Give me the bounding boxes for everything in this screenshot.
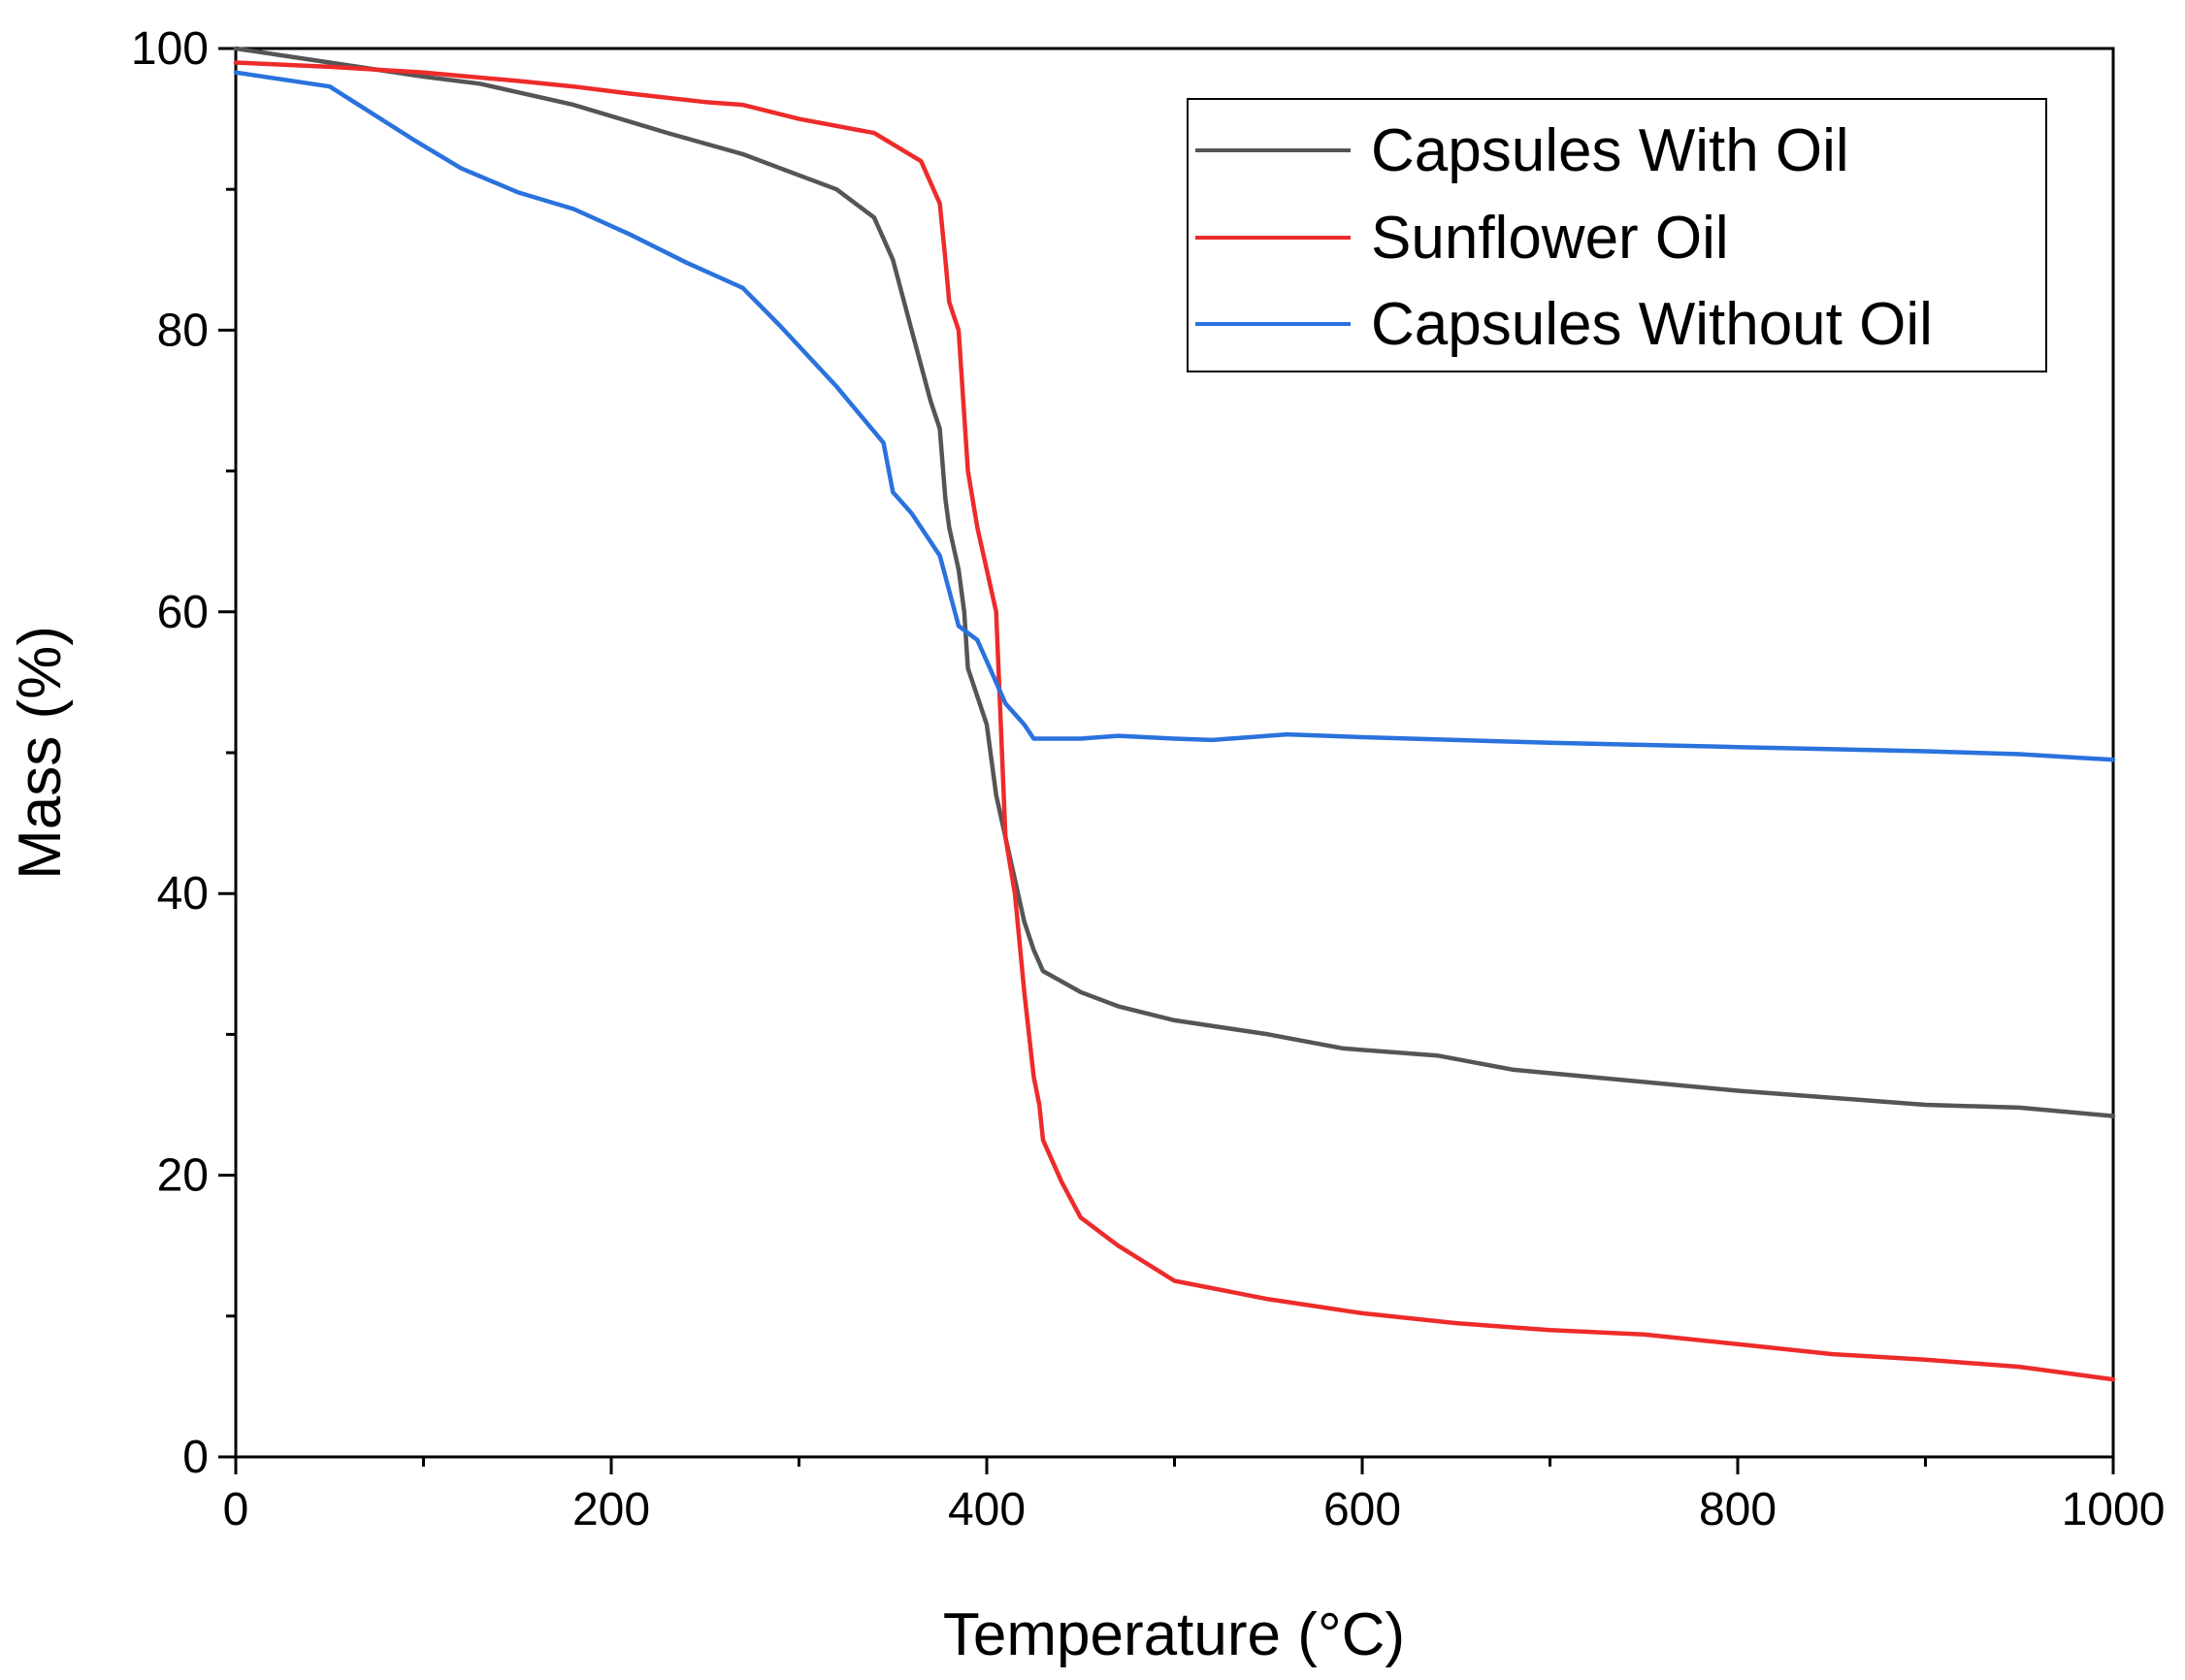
y-tick-label: 40 xyxy=(157,868,209,920)
x-axis: 0 200 400 600 800 1000 xyxy=(223,1457,2166,1535)
x-tick-label: 1000 xyxy=(2062,1484,2166,1535)
y-tick-label: 60 xyxy=(157,587,209,638)
x-tick-label: 200 xyxy=(572,1484,650,1535)
series-line-capsules-without-oil xyxy=(233,70,2116,762)
y-tick-label: 80 xyxy=(157,305,209,356)
y-axis-title: Mass (%) xyxy=(7,626,74,880)
legend-box xyxy=(1187,98,2047,372)
x-tick-label: 400 xyxy=(948,1484,1026,1535)
x-tick-label: 0 xyxy=(223,1484,249,1535)
legend-label-capsules-with-oil: Capsules With Oil xyxy=(1371,117,1849,184)
legend-label-capsules-without-oil: Capsules Without Oil xyxy=(1371,291,1933,358)
series-line-sunflower-oil xyxy=(233,60,2116,1382)
legend: Capsules With Oil Sunflower Oil Capsules… xyxy=(1187,98,2047,372)
y-tick-label: 20 xyxy=(157,1150,209,1202)
y-tick-label: 100 xyxy=(131,23,209,75)
y-tick-label: 0 xyxy=(182,1432,209,1483)
legend-label-sunflower-oil: Sunflower Oil xyxy=(1371,205,1729,272)
y-axis: 0 20 40 60 80 100 xyxy=(131,23,236,1483)
x-tick-label: 600 xyxy=(1323,1484,1401,1535)
x-tick-label: 800 xyxy=(1699,1484,1777,1535)
series-lines xyxy=(233,46,2116,1382)
series-line-capsules-with-oil xyxy=(233,46,2116,1118)
x-axis-title: Temperature (°C) xyxy=(943,1601,1405,1668)
